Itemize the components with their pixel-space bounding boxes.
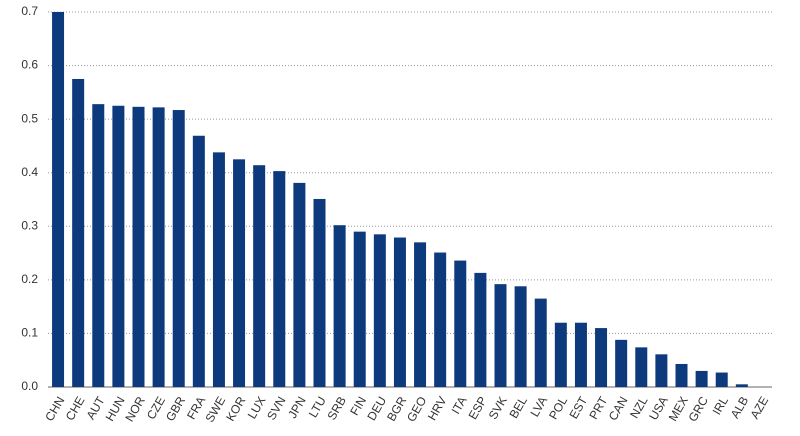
bar	[92, 104, 105, 388]
bar	[474, 272, 487, 387]
x-tick-label: SVK	[486, 394, 510, 422]
x-tick-label: HRV	[425, 394, 450, 423]
x-tick-label: JPN	[285, 394, 308, 421]
bar	[353, 231, 366, 387]
bar	[434, 252, 447, 387]
x-tick-label: GRC	[685, 394, 711, 424]
x-tick-label: ALB	[728, 394, 751, 421]
x-tick-label: SRB	[324, 394, 348, 422]
x-tick-label: GBR	[163, 394, 188, 424]
x-tick-label: KOR	[223, 394, 248, 424]
bar	[414, 242, 427, 387]
x-tick-label: CAN	[606, 394, 631, 423]
bar	[534, 298, 547, 387]
bar	[735, 384, 748, 387]
bar	[253, 165, 266, 387]
bar	[675, 363, 688, 387]
y-tick-label: 0.4	[21, 165, 38, 179]
bar	[695, 370, 708, 387]
bar	[273, 171, 286, 387]
bar	[574, 322, 587, 387]
x-tick-label: SWE	[202, 394, 228, 425]
bar	[52, 12, 65, 387]
x-tick-label: SVN	[264, 394, 288, 422]
bar	[514, 286, 527, 387]
y-tick-label: 0.7	[21, 4, 38, 18]
bar	[494, 284, 507, 387]
y-tick-label: 0.6	[21, 58, 38, 72]
x-tick-label: DEU	[364, 394, 389, 423]
bar	[554, 322, 567, 387]
bar	[152, 107, 165, 387]
x-tick-label: CHE	[63, 394, 88, 423]
x-tick-label: LUX	[245, 394, 269, 421]
bar	[132, 106, 145, 388]
x-tick-label: AZE	[747, 394, 771, 421]
y-tick-label: 0.1	[21, 326, 38, 340]
x-tick-label: EST	[566, 394, 590, 422]
bar	[635, 347, 648, 387]
bar	[313, 198, 326, 387]
bar	[393, 237, 406, 387]
y-tick-label: 0.0	[21, 379, 38, 393]
bar	[373, 234, 386, 387]
bar	[233, 159, 246, 387]
y-tick-label: 0.3	[21, 218, 38, 232]
bar	[293, 182, 306, 387]
y-tick-label: 0.2	[21, 272, 38, 286]
bar	[715, 372, 728, 387]
bar	[192, 135, 205, 387]
bar	[615, 339, 628, 387]
x-tick-label: POL	[546, 394, 570, 422]
bar	[655, 354, 668, 387]
x-tick-label: CHN	[42, 394, 67, 424]
bar	[454, 260, 467, 387]
y-tick-label: 0.5	[21, 111, 38, 125]
bar	[72, 78, 85, 387]
bar	[112, 105, 125, 387]
bar	[333, 225, 346, 387]
x-tick-label: NOR	[122, 394, 148, 424]
x-tick-label: ESP	[466, 394, 490, 422]
bar	[212, 152, 225, 387]
x-tick-label: GEO	[404, 394, 429, 424]
bar	[595, 328, 608, 387]
x-tick-label: BEL	[506, 394, 530, 421]
bar	[172, 110, 185, 388]
